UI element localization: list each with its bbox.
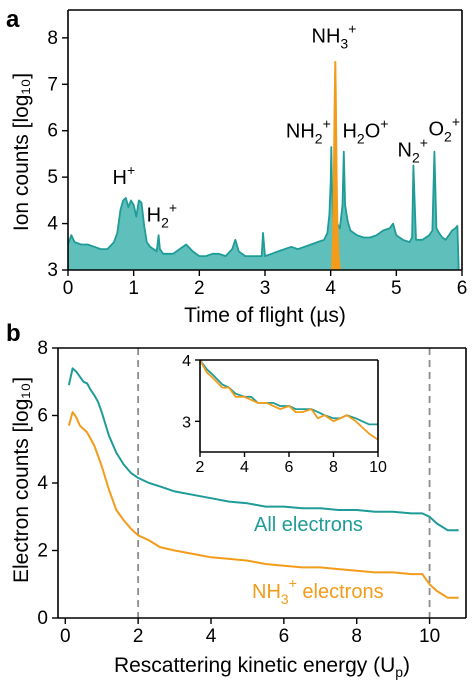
panel-b-x-tick-label: 0 <box>60 626 71 647</box>
inset-y-tick-label: 3 <box>182 414 191 431</box>
inset-y-tick-label: 4 <box>182 353 191 370</box>
all-electrons-label: All electrons <box>254 514 363 536</box>
panel-b-electron-chart: b 0 2 4 6 8 10 0 2 4 6 8 2 4 6 8 10 3 4 All electrons NH… <box>6 320 467 680</box>
panel-a-x-tick-label: 6 <box>457 278 468 299</box>
peak-label: O2+ <box>428 113 460 144</box>
panel-a-y-tick-label: 8 <box>47 28 58 49</box>
peak-label: H2O+ <box>342 116 388 147</box>
panel-a-y-tick-label: 6 <box>47 121 58 142</box>
panel-a-x-tick-label: 3 <box>260 278 271 299</box>
inset-x-tick-label: 8 <box>329 459 338 476</box>
peak-label: NH2+ <box>286 116 331 147</box>
panel-a-y-tick-label: 5 <box>47 167 58 188</box>
panel-a-x-tick-label: 5 <box>391 278 402 299</box>
peak-label: N2+ <box>398 134 428 165</box>
panel-a-y-tick-label: 3 <box>47 260 58 281</box>
peak-label: H2+ <box>147 199 177 230</box>
inset-x-tick-label: 4 <box>240 459 249 476</box>
peak-label: H+ <box>112 162 135 189</box>
panel-b-y-tick-label: 2 <box>37 541 48 562</box>
panel-a-y-tick-label: 7 <box>47 74 58 95</box>
panel-a-series-group <box>67 61 460 271</box>
panel-a-x-tick-label: 4 <box>325 278 336 299</box>
panel-b-ticks: 0 2 4 6 8 10 0 2 4 6 8 <box>37 338 440 647</box>
panel-b-y-axis-label: Electron counts [log₁₀] <box>10 377 33 583</box>
panel-b-y-tick-label: 0 <box>37 608 48 629</box>
panel-b-x-tick-label: 2 <box>133 626 144 647</box>
inset-nh3-electrons-line <box>199 359 379 441</box>
panel-a-y-axis-label: Ion counts [log₁₀] <box>10 73 33 231</box>
panel-b-y-tick-label: 6 <box>37 406 48 427</box>
panel-b-letter: b <box>6 320 21 347</box>
all-electrons-line <box>67 367 459 532</box>
panel-a-x-axis-label: Time of flight (µs) <box>184 304 346 327</box>
inset-x-tick-label: 2 <box>196 459 205 476</box>
ion-signal-area <box>68 147 459 270</box>
ion-signal-line <box>67 146 460 271</box>
panel-b-x-tick-label: 4 <box>206 626 217 647</box>
nh3-electrons-line <box>67 411 459 599</box>
panel-a-y-tick-label: 4 <box>47 214 58 235</box>
panel-b-dashed-lines <box>137 348 431 618</box>
peak-label: NH3+ <box>312 21 357 52</box>
inset-x-tick-label: 6 <box>285 459 294 476</box>
nh3-ion-peak-line <box>331 61 341 271</box>
panel-b-x-tick-label: 10 <box>419 626 440 647</box>
panel-a-x-tick-label: 0 <box>63 278 74 299</box>
panel-b-y-tick-label: 4 <box>37 473 48 494</box>
panel-b-x-tick-label: 8 <box>351 626 362 647</box>
inset-x-tick-label: 10 <box>369 459 387 476</box>
nh3-electrons-label: NH3+ electrons <box>252 575 384 607</box>
panel-b-y-tick-label: 8 <box>37 338 48 359</box>
panel-a-ticks: 0 1 2 3 4 5 6 3 4 5 6 7 8 <box>47 28 467 299</box>
panel-b-x-axis-label: Rescattering kinetic energy (Up) <box>114 654 410 680</box>
panel-a-letter: a <box>6 6 20 33</box>
panel-a-peak-labels: H+ H2+ NH3+ NH2+ H2O+ N2+O2+ <box>112 21 460 231</box>
panel-b-inset: 2 4 6 8 10 3 4 <box>182 353 387 476</box>
panel-a-x-tick-label: 2 <box>194 278 205 299</box>
panel-a-x-tick-label: 1 <box>128 278 139 299</box>
panel-b-x-tick-label: 6 <box>279 626 290 647</box>
panel-b-series-group <box>67 367 459 599</box>
